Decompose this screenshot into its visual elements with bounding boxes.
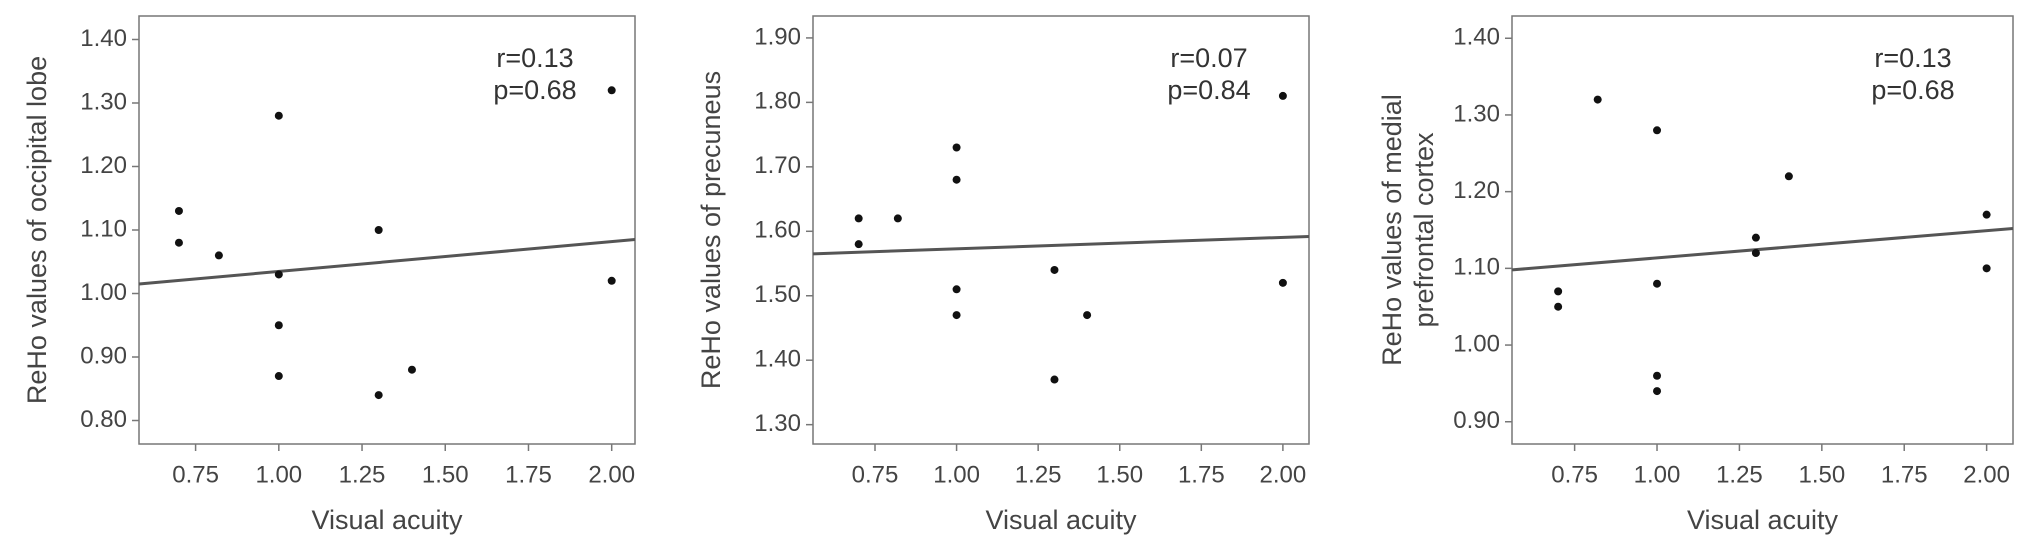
fit-line bbox=[1511, 226, 2014, 272]
point bbox=[854, 240, 863, 249]
x-tick-label: 1.25 bbox=[1015, 461, 1062, 488]
x-tick-label: 1.75 bbox=[505, 461, 552, 488]
y-tick-label: 1.80 bbox=[754, 88, 801, 115]
point bbox=[854, 214, 863, 223]
point bbox=[1653, 126, 1662, 135]
fit-line bbox=[138, 238, 636, 286]
point bbox=[952, 285, 961, 294]
x-tick-label: 1.25 bbox=[339, 461, 386, 488]
point bbox=[1083, 311, 1092, 320]
point bbox=[374, 226, 383, 234]
point bbox=[1982, 264, 1991, 273]
x-tick-label: 0.75 bbox=[1551, 461, 1598, 488]
point bbox=[1593, 95, 1602, 104]
point bbox=[607, 276, 616, 285]
x-axis-label: Visual acuity bbox=[985, 505, 1137, 535]
x-tick-label: 2.00 bbox=[1963, 461, 2010, 488]
point bbox=[1554, 302, 1563, 311]
point bbox=[952, 175, 961, 184]
point bbox=[893, 214, 902, 223]
y-axis-label: ReHo values of occipital lobe bbox=[22, 56, 52, 404]
annotation: p=0.68 bbox=[1871, 75, 1954, 105]
y-tick-label: 1.50 bbox=[754, 281, 801, 308]
y-tick-label: 1.00 bbox=[1453, 330, 1500, 357]
point bbox=[1278, 278, 1287, 287]
y-tick-label: 1.40 bbox=[80, 25, 127, 52]
x-axis-label: Visual acuity bbox=[311, 505, 463, 535]
x-tick-label: 1.50 bbox=[1798, 461, 1845, 488]
y-tick-label: 1.30 bbox=[80, 88, 127, 115]
x-tick-label: 1.50 bbox=[422, 461, 469, 488]
point bbox=[274, 372, 283, 381]
y-axis-label: ReHo values of medial bbox=[1377, 94, 1407, 366]
point bbox=[1050, 375, 1059, 384]
point bbox=[607, 86, 616, 95]
point bbox=[1751, 249, 1760, 258]
x-tick-label: 1.00 bbox=[933, 461, 980, 488]
y-tick-label: 1.40 bbox=[754, 346, 801, 373]
y-tick-label: 1.40 bbox=[1453, 24, 1500, 51]
annotation: r=0.13 bbox=[496, 43, 573, 73]
y-tick-label: 1.70 bbox=[754, 152, 801, 179]
chart-panel: 1.30 1.40 1.50 1.60 1.70 1.80 1.90 0.75 1.00 1.25… bbox=[696, 15, 1310, 535]
point bbox=[1554, 287, 1563, 296]
point bbox=[1653, 387, 1662, 396]
point bbox=[952, 311, 961, 320]
x-tick-label: 1.00 bbox=[255, 461, 302, 488]
annotation: p=0.84 bbox=[1167, 75, 1250, 105]
y-tick-label: 1.20 bbox=[1453, 177, 1500, 204]
y-tick-label: 1.30 bbox=[1453, 100, 1500, 127]
point bbox=[214, 251, 223, 260]
point bbox=[174, 206, 183, 215]
y-tick-label: 0.80 bbox=[80, 406, 127, 433]
x-tick-label: 1.50 bbox=[1096, 461, 1143, 488]
annotation: p=0.68 bbox=[493, 75, 576, 105]
point bbox=[1653, 371, 1662, 380]
point bbox=[952, 143, 961, 152]
annotation: r=0.07 bbox=[1170, 43, 1247, 73]
point bbox=[407, 365, 416, 374]
x-tick-label: 0.75 bbox=[852, 461, 899, 488]
y-tick-label: 1.60 bbox=[754, 217, 801, 244]
x-tick-label: 1.75 bbox=[1881, 461, 1928, 488]
x-tick-label: 1.00 bbox=[1634, 461, 1681, 488]
point bbox=[1751, 233, 1760, 242]
plot-frame bbox=[812, 15, 1310, 445]
point bbox=[274, 321, 283, 330]
point bbox=[1784, 172, 1793, 181]
point bbox=[1050, 265, 1059, 274]
y-tick-label: 1.10 bbox=[80, 215, 127, 242]
point bbox=[274, 270, 283, 279]
point bbox=[1982, 210, 1991, 219]
point bbox=[1653, 279, 1662, 288]
x-tick-label: 1.25 bbox=[1716, 461, 1763, 488]
y-tick-label: 0.90 bbox=[1453, 407, 1500, 434]
x-tick-label: 1.75 bbox=[1178, 461, 1225, 488]
point bbox=[374, 391, 383, 400]
x-axis-label: Visual acuity bbox=[1687, 505, 1839, 535]
x-tick-label: 2.00 bbox=[1260, 461, 1307, 488]
y-tick-label: 1.20 bbox=[80, 152, 127, 179]
x-tick-label: 0.75 bbox=[172, 461, 219, 488]
y-tick-label: 1.00 bbox=[80, 279, 127, 306]
chart-panel: 0.80 0.90 1.00 1.10 1.20 1.30 1.40 0.75 1.00 1.25… bbox=[22, 15, 636, 535]
y-tick-label: 1.10 bbox=[1453, 254, 1500, 281]
fit-line bbox=[812, 234, 1310, 256]
y-axis-label: ReHo values of precuneus bbox=[696, 71, 726, 389]
x-tick-label: 2.00 bbox=[588, 461, 635, 488]
point bbox=[174, 238, 183, 247]
chart-panel: 0.90 1.00 1.10 1.20 1.30 1.40 0.75 1.00 1.25 1.50… bbox=[1377, 15, 2014, 535]
y-tick-label: 1.90 bbox=[754, 23, 801, 50]
annotation: r=0.13 bbox=[1874, 43, 1951, 73]
y-axis-label: prefrontal cortex bbox=[1409, 132, 1439, 328]
point bbox=[274, 111, 283, 120]
y-tick-label: 0.90 bbox=[80, 342, 127, 369]
plot-frame bbox=[1511, 15, 2014, 445]
y-tick-label: 1.30 bbox=[754, 410, 801, 437]
point bbox=[1278, 91, 1287, 100]
